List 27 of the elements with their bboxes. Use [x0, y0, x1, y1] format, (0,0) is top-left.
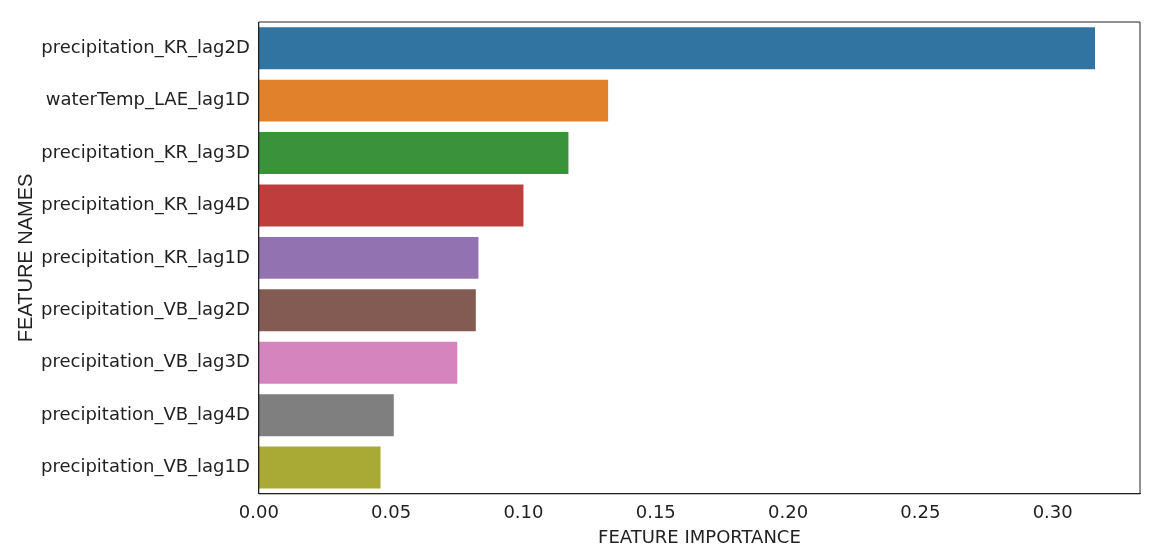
bar	[258, 289, 476, 332]
y-tick-label: waterTemp_LAE_lag1D	[45, 88, 250, 111]
bar	[258, 79, 609, 122]
bar	[258, 27, 1096, 70]
bar	[258, 132, 569, 175]
x-tick-label: 0.20	[768, 501, 809, 523]
y-tick-label: precipitation_VB_lag4D	[41, 402, 250, 425]
bar	[258, 394, 394, 437]
x-tick-label: 0.15	[635, 501, 676, 523]
y-tick-label: precipitation_VB_lag3D	[41, 350, 250, 373]
y-tick-label: precipitation_KR_lag2D	[41, 35, 250, 58]
x-axis-title: FEATURE IMPORTANCE	[598, 525, 801, 547]
y-tick-label: precipitation_VB_lag1D	[41, 455, 250, 478]
y-tick-label: precipitation_KR_lag3D	[41, 140, 250, 163]
x-tick-label: 0.10	[503, 501, 544, 523]
x-tick-label: 0.25	[900, 501, 941, 523]
bar	[258, 446, 381, 489]
bar	[258, 236, 479, 279]
y-axis-title: FEATURE NAMES	[13, 173, 36, 343]
x-tick-label: 0.00	[238, 501, 279, 523]
y-tick-label: precipitation_KR_lag1D	[41, 245, 250, 268]
y-tick-label: precipitation_KR_lag4D	[41, 193, 250, 216]
y-tick-label: precipitation_VB_lag2D	[41, 297, 250, 320]
x-tick-label: 0.30	[1032, 501, 1073, 523]
bar	[258, 184, 524, 227]
x-tick-label: 0.05	[371, 501, 412, 523]
bar	[258, 341, 458, 384]
